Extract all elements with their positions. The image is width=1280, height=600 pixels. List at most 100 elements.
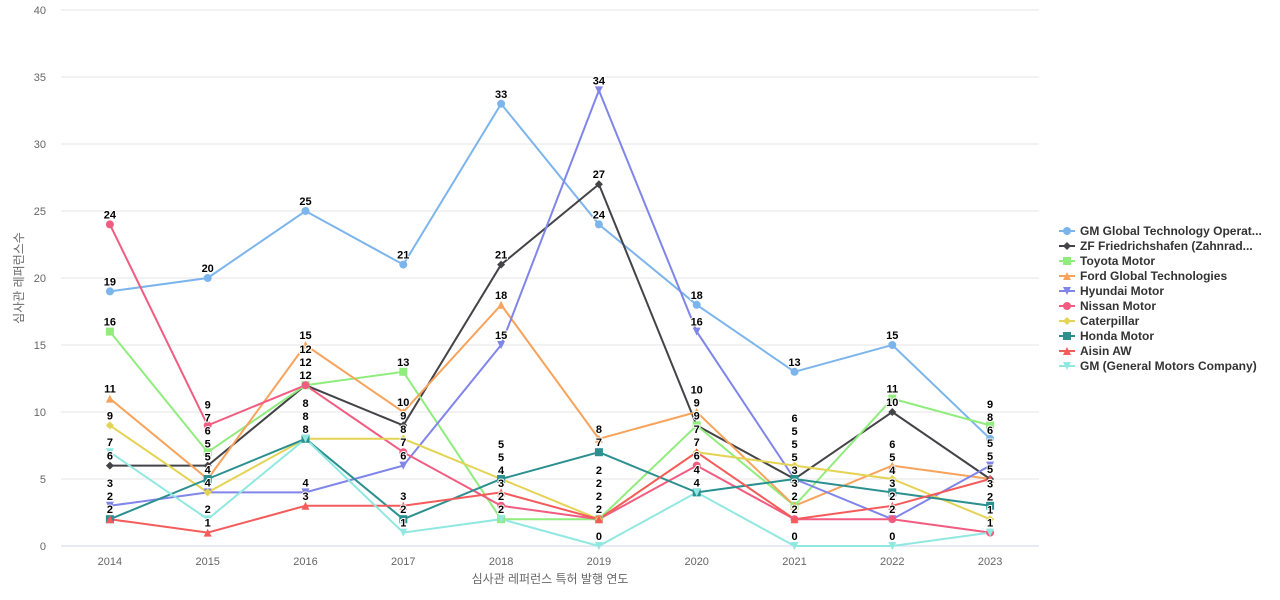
data-point[interactable] (594, 86, 603, 95)
data-point[interactable] (497, 341, 506, 349)
legend-marker-icon[interactable] (1063, 242, 1071, 250)
data-point[interactable] (105, 421, 114, 430)
legend-marker-icon[interactable] (1063, 362, 1071, 370)
data-point[interactable] (399, 434, 408, 443)
data-point[interactable] (790, 461, 799, 470)
data-point[interactable] (399, 408, 408, 416)
data-point[interactable] (203, 515, 212, 524)
legend-item[interactable]: Honda Motor (1059, 329, 1154, 343)
data-point[interactable] (399, 528, 408, 537)
data-point[interactable] (497, 99, 506, 108)
series-line-6[interactable] (109, 424, 991, 521)
data-point[interactable] (692, 448, 701, 457)
legend-marker-icon[interactable] (1063, 317, 1071, 325)
data-point[interactable] (986, 475, 995, 483)
data-point[interactable] (594, 180, 603, 189)
data-point[interactable] (594, 434, 603, 443)
data-point[interactable] (203, 421, 212, 430)
legend-item[interactable]: Caterpillar (1059, 314, 1140, 328)
data-point[interactable] (888, 542, 897, 550)
legend-item[interactable]: Hyundai Motor (1059, 284, 1164, 298)
data-point[interactable] (497, 300, 506, 309)
data-point[interactable] (986, 461, 995, 470)
series-line-4[interactable] (109, 87, 991, 521)
data-point[interactable] (203, 488, 212, 497)
data-point[interactable] (692, 421, 701, 430)
data-point[interactable] (888, 501, 897, 510)
data-point[interactable] (986, 501, 995, 510)
data-point[interactable] (399, 260, 408, 269)
series-line-8[interactable] (109, 450, 991, 534)
data-point[interactable] (497, 515, 506, 524)
series-line-7[interactable] (109, 437, 991, 521)
data-point[interactable] (105, 515, 114, 524)
legend-marker-icon[interactable] (1063, 347, 1071, 355)
legend-item[interactable]: Ford Global Technologies (1059, 269, 1227, 283)
data-point[interactable] (399, 461, 408, 470)
data-point[interactable] (105, 394, 114, 403)
data-point[interactable] (594, 542, 603, 550)
data-point[interactable] (986, 515, 995, 524)
series-line-9[interactable] (109, 437, 991, 548)
legend-marker-icon[interactable] (1063, 287, 1071, 295)
legend-item[interactable]: GM (General Motors Company) (1059, 359, 1257, 373)
data-point[interactable] (105, 461, 114, 470)
data-point[interactable] (692, 461, 701, 470)
data-point[interactable] (790, 367, 799, 376)
legend-marker-icon[interactable] (1063, 227, 1071, 235)
series-line-3[interactable] (109, 303, 991, 507)
data-point[interactable] (594, 515, 603, 524)
legend-item[interactable]: GM Global Technology Operat... (1059, 224, 1262, 238)
data-point[interactable] (497, 501, 506, 510)
data-point[interactable] (203, 528, 212, 537)
data-point[interactable] (399, 448, 408, 457)
legend-item[interactable]: Nissan Motor (1059, 299, 1156, 313)
data-point[interactable] (790, 475, 799, 483)
series-line-1[interactable] (109, 182, 991, 481)
series-line-2[interactable] (109, 330, 991, 521)
data-point[interactable] (888, 394, 897, 403)
data-point[interactable] (105, 327, 114, 336)
data-point[interactable] (301, 434, 310, 443)
data-point[interactable] (497, 488, 506, 497)
data-point[interactable] (497, 260, 506, 269)
data-point[interactable] (105, 220, 114, 229)
legend-item[interactable]: ZF Friedrichshafen (Zahnrad... (1059, 239, 1253, 253)
data-point[interactable] (790, 515, 799, 524)
data-point[interactable] (692, 488, 701, 497)
data-point[interactable] (497, 475, 506, 483)
data-point[interactable] (790, 501, 799, 510)
data-point[interactable] (986, 528, 995, 537)
legend-item[interactable]: Toyota Motor (1059, 254, 1155, 268)
series-line-0[interactable] (109, 102, 991, 440)
data-point[interactable] (790, 542, 799, 550)
legend-item[interactable]: Aisin AW (1059, 344, 1132, 358)
data-point[interactable] (399, 367, 408, 376)
data-point[interactable] (105, 501, 114, 510)
series-line-5[interactable] (109, 223, 991, 534)
data-point[interactable] (888, 461, 897, 470)
legend-marker-icon[interactable] (1063, 257, 1071, 265)
legend-marker-icon[interactable] (1063, 272, 1071, 280)
data-point[interactable] (301, 381, 310, 390)
data-point[interactable] (594, 448, 603, 457)
data-point[interactable] (399, 501, 408, 510)
data-point[interactable] (105, 287, 114, 296)
data-point[interactable] (692, 408, 701, 416)
data-point[interactable] (888, 475, 897, 483)
data-point[interactable] (888, 488, 897, 497)
data-point[interactable] (692, 327, 701, 336)
legend-marker-icon[interactable] (1063, 332, 1071, 340)
data-point[interactable] (986, 434, 995, 443)
data-point[interactable] (105, 448, 114, 457)
data-point[interactable] (888, 408, 897, 416)
data-point[interactable] (399, 515, 408, 524)
legend-marker-icon[interactable] (1063, 302, 1071, 310)
data-point[interactable] (594, 220, 603, 229)
data-point[interactable] (203, 475, 212, 483)
data-point[interactable] (301, 501, 310, 510)
data-point[interactable] (203, 448, 212, 457)
data-point[interactable] (399, 421, 408, 430)
data-point[interactable] (888, 515, 897, 524)
data-point[interactable] (986, 421, 995, 430)
